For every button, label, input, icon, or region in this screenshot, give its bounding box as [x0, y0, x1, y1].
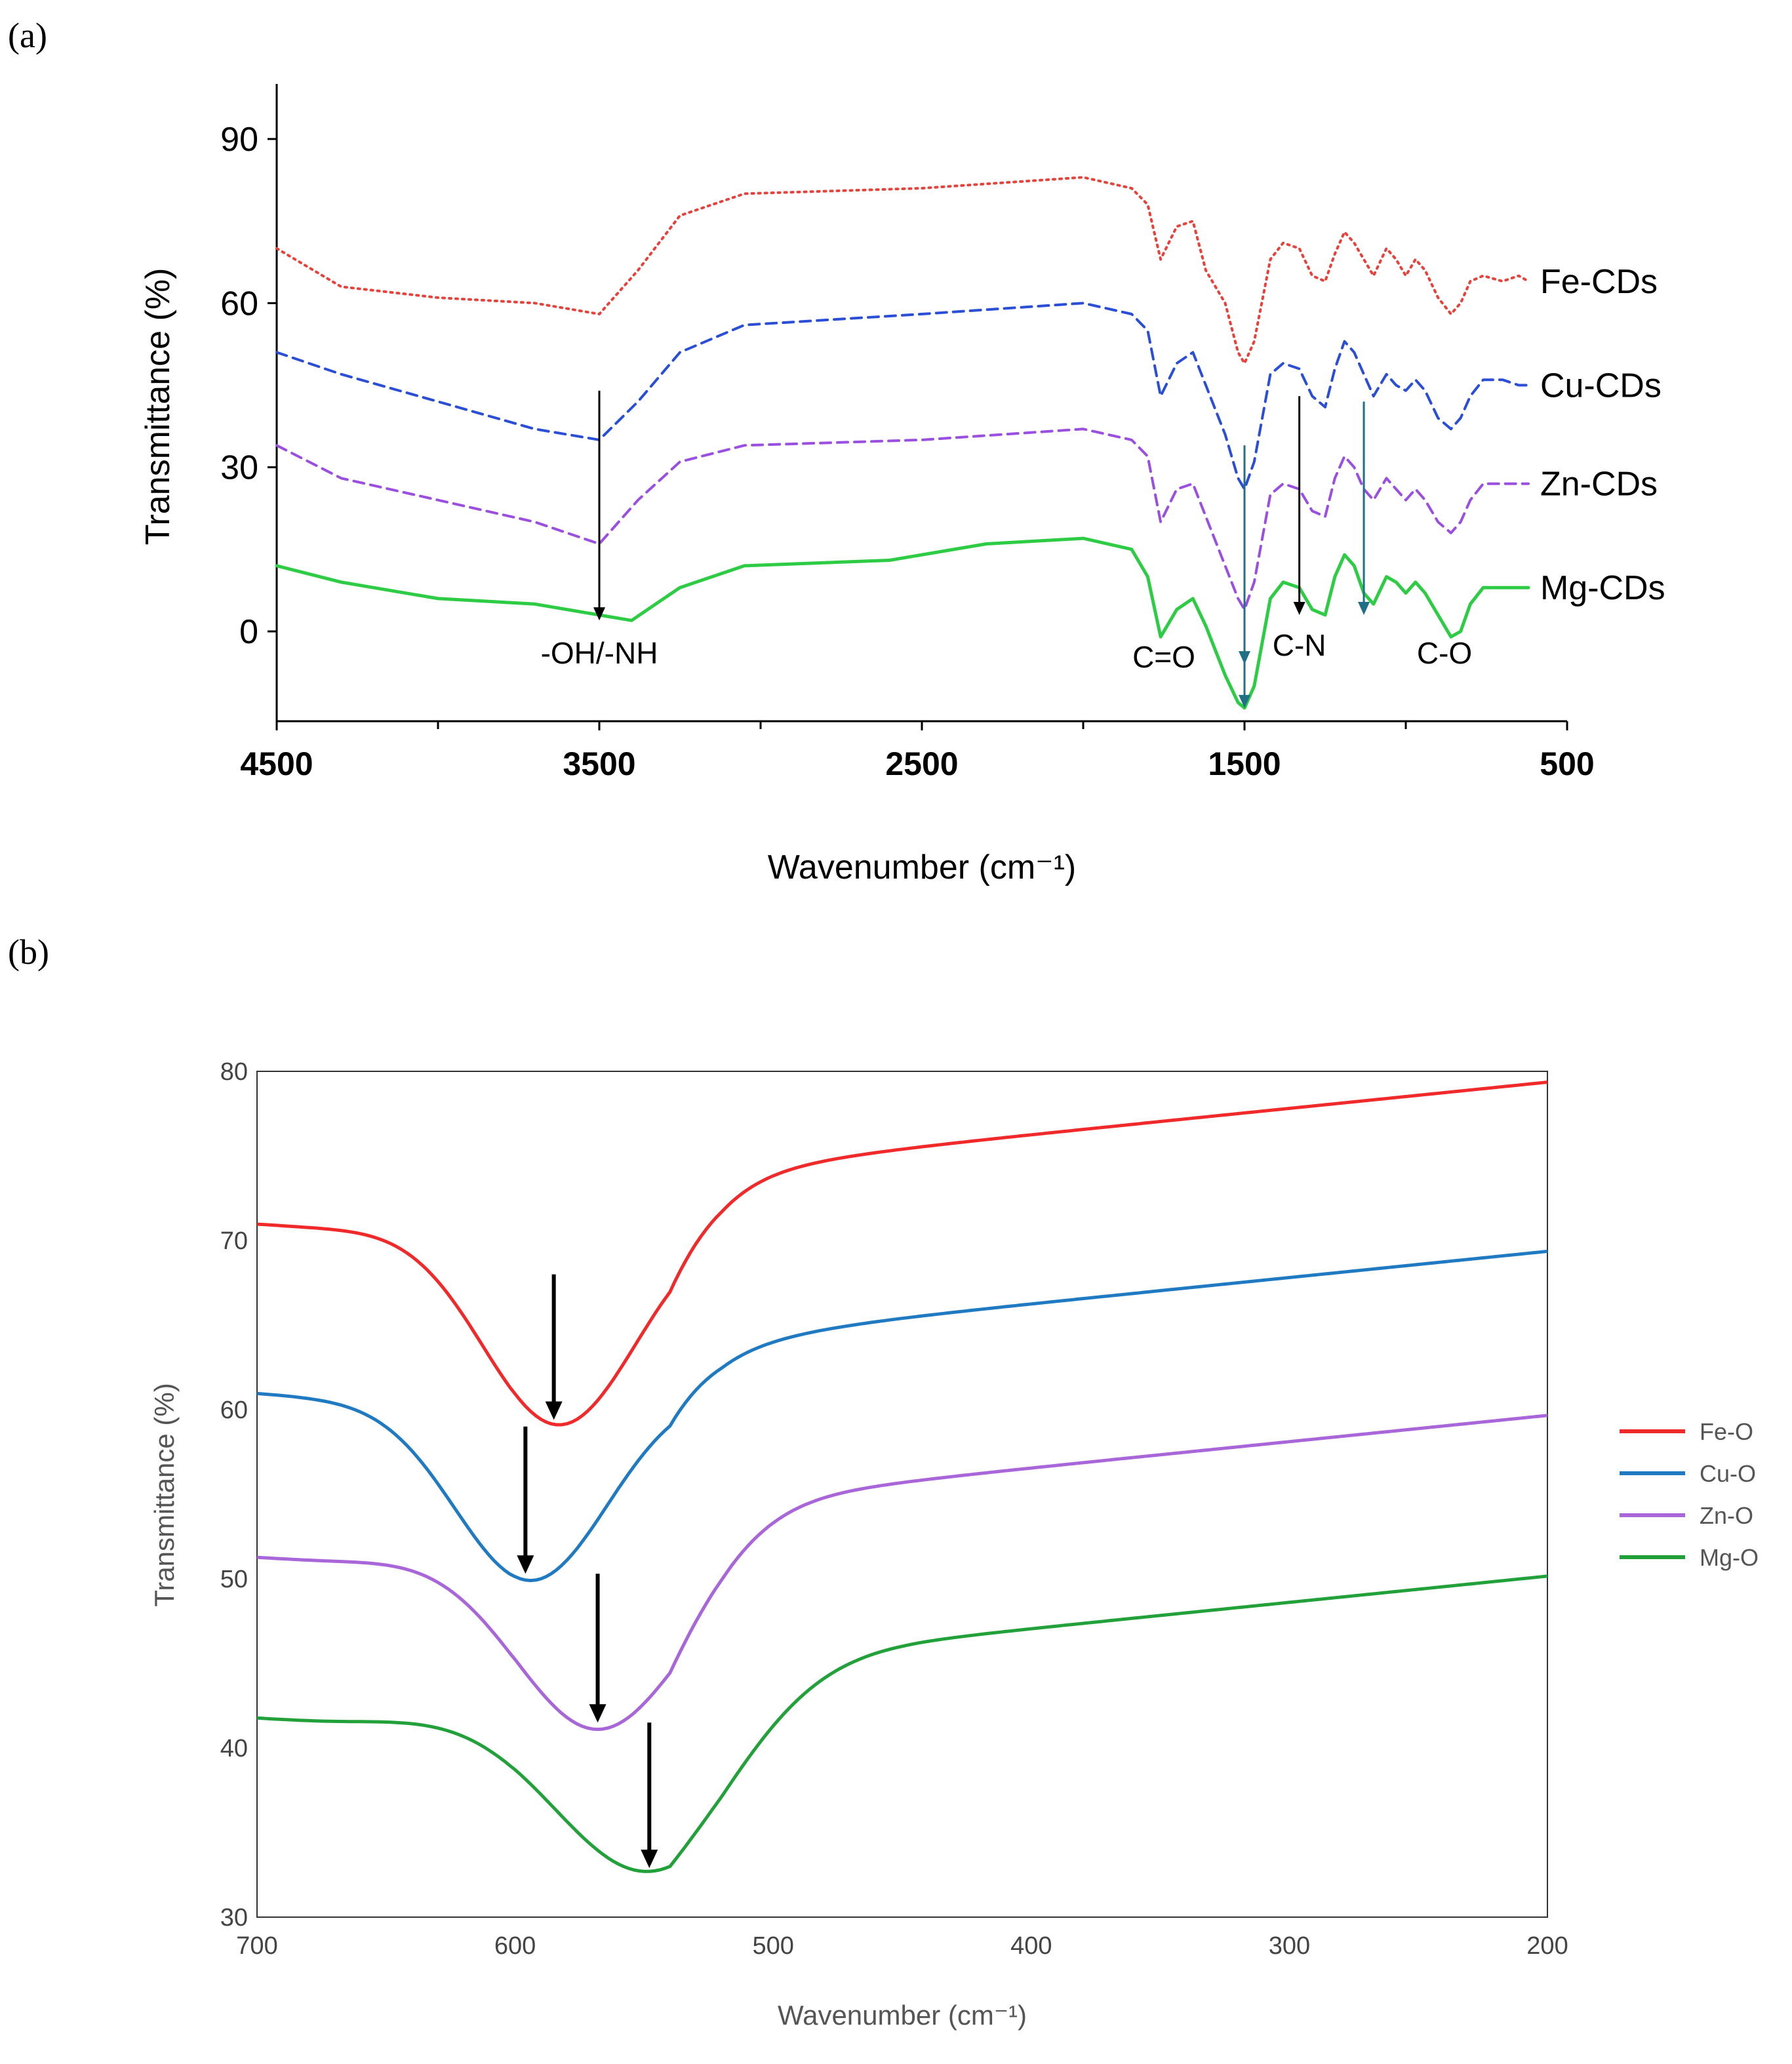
a-series-mg-cds — [275, 536, 1530, 710]
a-y-tick-label: 30 — [220, 449, 258, 487]
a-x-tick-label: 1500 — [1208, 745, 1281, 782]
a-x-axis-title: Wavenumber (cm⁻¹) — [768, 848, 1076, 886]
a-annotation: -OH/-NH — [541, 636, 658, 670]
a-annotation: C-N — [1273, 628, 1326, 662]
b-legend-label: Fe-O — [1700, 1418, 1753, 1445]
b-legend-label: Cu-O — [1700, 1460, 1756, 1487]
a-annotation: C=O — [1132, 640, 1195, 674]
a-x-tick-label: 4500 — [240, 745, 313, 782]
b-legend-label: Zn-O — [1700, 1502, 1753, 1529]
b-x-tick-label: 500 — [752, 1932, 793, 1960]
a-marker-arrowhead — [593, 607, 605, 621]
b-series-fe-o — [256, 1081, 1548, 1427]
a-series-label: Mg-CDs — [1540, 569, 1665, 607]
b-y-tick-label: 70 — [220, 1227, 248, 1255]
a-y-tick-label: 90 — [220, 121, 258, 159]
a-series-label: Fe-CDs — [1540, 263, 1658, 301]
a-x-tick-label: 2500 — [885, 745, 958, 782]
a-x-tick-label: 500 — [1540, 745, 1594, 782]
a-series-zn-cds — [275, 427, 1530, 611]
a-series-fe-cds — [275, 176, 1530, 365]
b-y-tick-label: 60 — [220, 1397, 248, 1424]
a-y-tick-label: 60 — [220, 285, 258, 323]
b-x-tick-label: 700 — [236, 1932, 277, 1960]
a-series-cu-cds — [275, 302, 1530, 490]
panel-b-label: (b) — [8, 932, 49, 972]
a-annotation: C-O — [1417, 636, 1472, 670]
b-plot-frame — [256, 1071, 1548, 1918]
a-y-axis-title: Transmittance (%) — [139, 268, 177, 546]
b-legend-label: Mg-O — [1700, 1544, 1759, 1571]
a-series-label: Cu-CDs — [1540, 367, 1662, 405]
b-y-tick-label: 80 — [220, 1058, 248, 1086]
b-series-cu-o — [256, 1250, 1548, 1583]
b-peak-arrowhead — [589, 1704, 607, 1723]
b-series-zn-o — [256, 1414, 1548, 1732]
b-x-axis-title: Wavenumber (cm⁻¹) — [778, 2000, 1027, 2031]
b-y-tick-label: 30 — [220, 1904, 248, 1932]
b-peak-arrowhead — [641, 1850, 658, 1869]
b-peak-arrowhead — [545, 1401, 563, 1420]
b-x-tick-label: 600 — [494, 1932, 536, 1960]
a-series-label: Zn-CDs — [1540, 466, 1658, 504]
b-x-tick-label: 400 — [1010, 1932, 1052, 1960]
b-peak-arrowhead — [517, 1555, 534, 1574]
a-x-tick-label: 3500 — [563, 745, 635, 782]
a-marker-arrowhead — [1293, 601, 1305, 615]
panel-a-label: (a) — [8, 16, 47, 55]
b-y-tick-label: 50 — [220, 1566, 248, 1593]
a-marker-arrowhead — [1358, 601, 1370, 615]
b-x-tick-label: 300 — [1269, 1932, 1310, 1960]
b-series-mg-o — [256, 1574, 1548, 1873]
a-y-tick-label: 0 — [239, 613, 258, 651]
chart-a: 4500 3500 2500 1500 500 0 30 60 90 Wavenumber (cm… — [139, 84, 1665, 886]
chart-b: 700 600 500 400 300 200 30 40 50 60 70 80 Wavenumber… — [149, 1058, 1759, 2031]
b-x-tick-label: 200 — [1526, 1932, 1568, 1960]
b-y-tick-label: 40 — [220, 1735, 248, 1762]
b-y-axis-title: Transmittance (%) — [149, 1383, 180, 1607]
a-marker-arrowhead — [1239, 694, 1250, 708]
